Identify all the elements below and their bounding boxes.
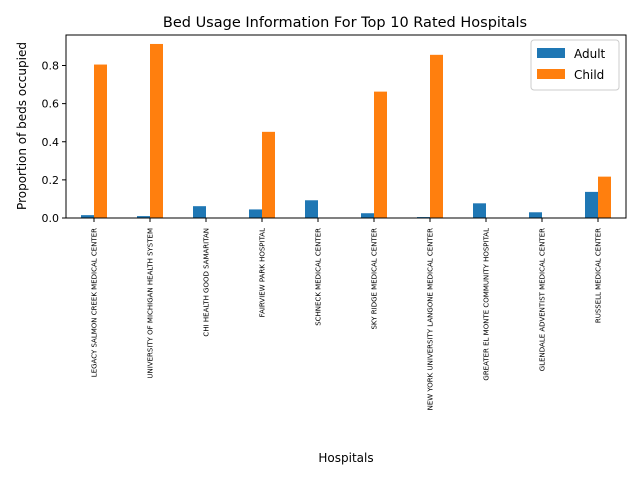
legend-label-adult: Adult [574, 47, 606, 61]
x-tick-label: GREATER EL MONTE COMMUNITY HOSPITAL [483, 228, 491, 381]
y-tick-label: 0.4 [42, 136, 60, 149]
x-tick-label: RUSSELL MEDICAL CENTER [595, 228, 603, 323]
legend-swatch-child [537, 69, 565, 79]
bar-child-9 [598, 176, 611, 218]
bar-adult-2 [193, 206, 206, 218]
bar-adult-9 [585, 191, 598, 218]
x-tick-label: SKY RIDGE MEDICAL CENTER [371, 228, 379, 330]
bar-adult-3 [249, 209, 262, 218]
y-tick-label: 0.2 [42, 174, 60, 187]
legend-swatch-adult [537, 48, 565, 58]
y-tick-label: 0.0 [42, 212, 60, 225]
x-tick-label: GLENDALE ADVENTIST MEDICAL CENTER [539, 228, 547, 371]
y-axis: 0.0 0.2 0.4 0.6 0.8 [42, 60, 66, 225]
y-axis-label: Proportion of beds occupied [15, 42, 29, 210]
x-tick-label: SCHNECK MEDICAL CENTER [315, 228, 323, 326]
bar-child-0 [94, 64, 107, 218]
y-tick-label: 0.6 [42, 98, 60, 111]
x-axis-label: Hospitals [318, 451, 373, 465]
x-axis: LEGACY SALMON CREEK MEDICAL CENTER UNIVER… [91, 218, 603, 410]
bar-adult-5 [361, 213, 374, 218]
legend-label-child: Child [574, 68, 604, 82]
bars-group [81, 43, 611, 219]
plot-frame [65, 34, 627, 219]
bar-adult-4 [305, 200, 318, 218]
bar-child-6 [430, 54, 443, 219]
x-tick-label: FAIRVIEW PARK HOSPITAL [259, 228, 267, 317]
bar-adult-8 [529, 212, 542, 218]
bar-adult-1 [137, 216, 150, 218]
x-tick-label: LEGACY SALMON CREEK MEDICAL CENTER [91, 228, 99, 377]
y-tick-label: 0.8 [42, 60, 60, 73]
bar-adult-0 [81, 215, 94, 218]
chart-title: Bed Usage Information For Top 10 Rated H… [163, 15, 527, 31]
bar-adult-7 [473, 203, 486, 218]
bar-child-3 [262, 131, 275, 218]
x-tick-label: UNIVERSITY OF MICHIGAN HEALTH SYSTEM [147, 228, 155, 379]
x-tick-label: CHI HEALTH GOOD SAMARITAN [203, 228, 211, 337]
x-tick-label: NEW YORK UNIVERSITY LANGONE MEDICAL CENT… [427, 228, 435, 411]
legend: Adult Child [530, 39, 620, 91]
bar-child-1 [150, 43, 163, 218]
bar-child-5 [374, 91, 387, 218]
